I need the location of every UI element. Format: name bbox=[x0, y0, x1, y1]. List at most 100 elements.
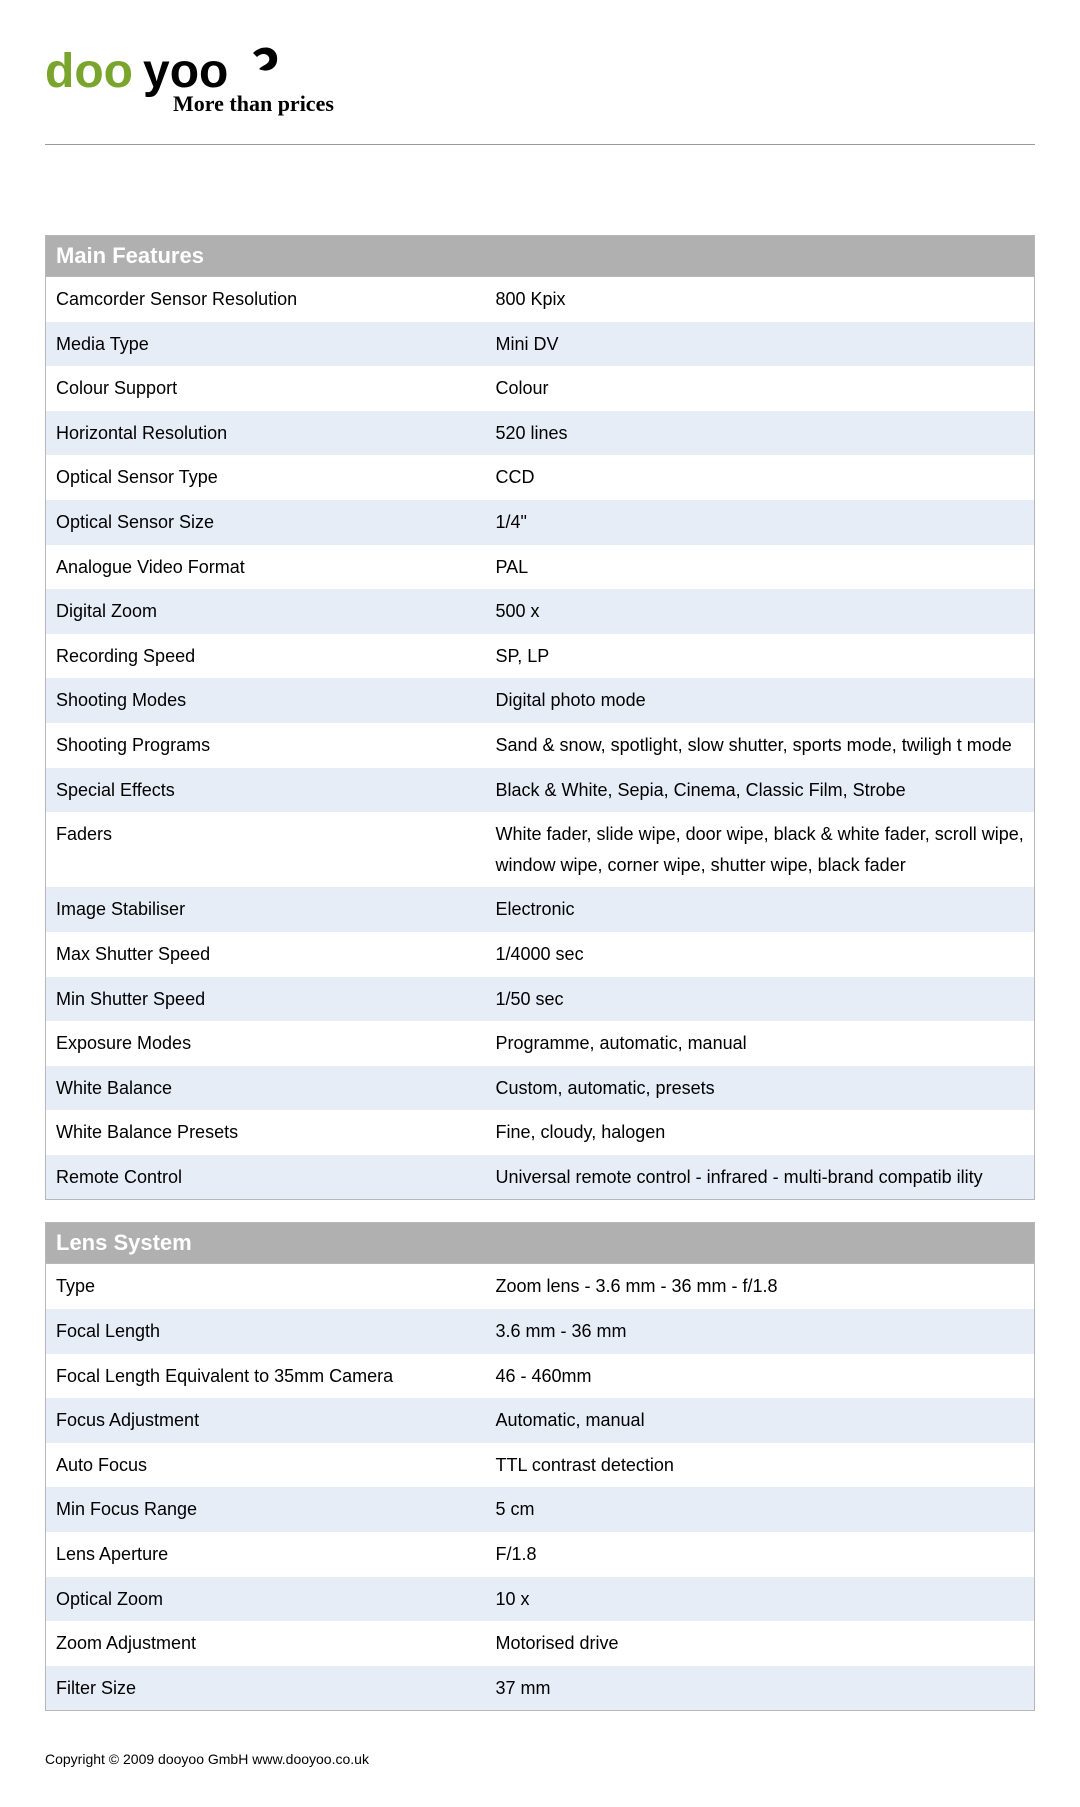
header: doo yoo More than prices bbox=[45, 35, 1035, 145]
spec-label: Filter Size bbox=[46, 1666, 486, 1711]
table-row: Focal Length Equivalent to 35mm Camera46… bbox=[46, 1354, 1035, 1399]
table-row: Recording SpeedSP, LP bbox=[46, 634, 1035, 679]
spec-label: Zoom Adjustment bbox=[46, 1621, 486, 1666]
spec-value: 37 mm bbox=[486, 1666, 1035, 1711]
spec-label: Faders bbox=[46, 812, 486, 887]
spec-label: Min Shutter Speed bbox=[46, 977, 486, 1022]
table-row: Digital Zoom500 x bbox=[46, 589, 1035, 634]
spec-value: 3.6 mm - 36 mm bbox=[486, 1309, 1035, 1354]
table-row: Min Shutter Speed1/50 sec bbox=[46, 977, 1035, 1022]
spec-label: Max Shutter Speed bbox=[46, 932, 486, 977]
spec-label: Digital Zoom bbox=[46, 589, 486, 634]
spec-label: Optical Sensor Type bbox=[46, 455, 486, 500]
section-header: Lens System bbox=[46, 1223, 1035, 1264]
table-row: Filter Size37 mm bbox=[46, 1666, 1035, 1711]
spec-value: 500 x bbox=[486, 589, 1035, 634]
spec-value: Colour bbox=[486, 366, 1035, 411]
table-row: Shooting ProgramsSand & snow, spotlight,… bbox=[46, 723, 1035, 768]
footer-url: www.dooyoo.co.uk bbox=[252, 1751, 369, 1767]
svg-text:doo: doo bbox=[45, 45, 133, 98]
spec-value: PAL bbox=[486, 545, 1035, 590]
table-row: White Balance PresetsFine, cloudy, halog… bbox=[46, 1110, 1035, 1155]
table-row: Shooting ModesDigital photo mode bbox=[46, 678, 1035, 723]
spec-value: Electronic bbox=[486, 887, 1035, 932]
footer: Copyright © 2009 dooyoo GmbH www.dooyoo.… bbox=[45, 1751, 1035, 1767]
spec-label: Exposure Modes bbox=[46, 1021, 486, 1066]
spec-value: Motorised drive bbox=[486, 1621, 1035, 1666]
spec-value: F/1.8 bbox=[486, 1532, 1035, 1577]
table-row: Optical Zoom10 x bbox=[46, 1577, 1035, 1622]
table-row: Media TypeMini DV bbox=[46, 322, 1035, 367]
svg-text:More than prices: More than prices bbox=[173, 91, 334, 116]
spec-value: 10 x bbox=[486, 1577, 1035, 1622]
spec-value: 1/50 sec bbox=[486, 977, 1035, 1022]
table-row: Image StabiliserElectronic bbox=[46, 887, 1035, 932]
table-row: Horizontal Resolution520 lines bbox=[46, 411, 1035, 456]
table-row: Min Focus Range5 cm bbox=[46, 1487, 1035, 1532]
spec-value: Universal remote control - infrared - mu… bbox=[486, 1155, 1035, 1200]
spec-label: White Balance bbox=[46, 1066, 486, 1111]
spec-value: 800 Kpix bbox=[486, 277, 1035, 322]
spec-value: 520 lines bbox=[486, 411, 1035, 456]
spec-label: Min Focus Range bbox=[46, 1487, 486, 1532]
table-row: Zoom AdjustmentMotorised drive bbox=[46, 1621, 1035, 1666]
table-row: Auto FocusTTL contrast detection bbox=[46, 1443, 1035, 1488]
spec-label: Auto Focus bbox=[46, 1443, 486, 1488]
spec-label: Recording Speed bbox=[46, 634, 486, 679]
spec-value: CCD bbox=[486, 455, 1035, 500]
spec-label: Remote Control bbox=[46, 1155, 486, 1200]
spec-label: Image Stabiliser bbox=[46, 887, 486, 932]
table-row: Exposure ModesProgramme, automatic, manu… bbox=[46, 1021, 1035, 1066]
table-row: Optical Sensor TypeCCD bbox=[46, 455, 1035, 500]
spec-value: Zoom lens - 3.6 mm - 36 mm - f/1.8 bbox=[486, 1264, 1035, 1309]
copyright-text: Copyright © 2009 dooyoo GmbH bbox=[45, 1751, 248, 1767]
spec-value: SP, LP bbox=[486, 634, 1035, 679]
section-header: Main Features bbox=[46, 236, 1035, 277]
spec-label: Analogue Video Format bbox=[46, 545, 486, 590]
table-row: Camcorder Sensor Resolution800 Kpix bbox=[46, 277, 1035, 322]
table-row: Analogue Video FormatPAL bbox=[46, 545, 1035, 590]
spec-value: Programme, automatic, manual bbox=[486, 1021, 1035, 1066]
table-row: Max Shutter Speed1/4000 sec bbox=[46, 932, 1035, 977]
spec-value: Mini DV bbox=[486, 322, 1035, 367]
brand-logo: doo yoo More than prices bbox=[45, 35, 345, 130]
spec-value: 46 - 460mm bbox=[486, 1354, 1035, 1399]
spec-value: 1/4" bbox=[486, 500, 1035, 545]
spec-label: Horizontal Resolution bbox=[46, 411, 486, 456]
spec-table: Main FeaturesCamcorder Sensor Resolution… bbox=[45, 235, 1035, 1200]
spec-label: Optical Sensor Size bbox=[46, 500, 486, 545]
spec-value: Fine, cloudy, halogen bbox=[486, 1110, 1035, 1155]
table-row: Focal Length3.6 mm - 36 mm bbox=[46, 1309, 1035, 1354]
table-row: Lens ApertureF/1.8 bbox=[46, 1532, 1035, 1577]
spec-label: Focal Length Equivalent to 35mm Camera bbox=[46, 1354, 486, 1399]
spec-value: Custom, automatic, presets bbox=[486, 1066, 1035, 1111]
table-row: TypeZoom lens - 3.6 mm - 36 mm - f/1.8 bbox=[46, 1264, 1035, 1309]
spec-value: White fader, slide wipe, door wipe, blac… bbox=[486, 812, 1035, 887]
spec-label: Special Effects bbox=[46, 768, 486, 813]
spec-label: Shooting Modes bbox=[46, 678, 486, 723]
spec-label: Lens Aperture bbox=[46, 1532, 486, 1577]
spec-label: Focus Adjustment bbox=[46, 1398, 486, 1443]
spec-tables-container: Main FeaturesCamcorder Sensor Resolution… bbox=[45, 235, 1035, 1711]
spec-label: Camcorder Sensor Resolution bbox=[46, 277, 486, 322]
spec-value: 5 cm bbox=[486, 1487, 1035, 1532]
spec-label: Media Type bbox=[46, 322, 486, 367]
table-row: Remote ControlUniversal remote control -… bbox=[46, 1155, 1035, 1200]
table-row: White BalanceCustom, automatic, presets bbox=[46, 1066, 1035, 1111]
spec-value: Sand & snow, spotlight, slow shutter, sp… bbox=[486, 723, 1035, 768]
spec-label: Optical Zoom bbox=[46, 1577, 486, 1622]
spec-value: Automatic, manual bbox=[486, 1398, 1035, 1443]
table-row: Special EffectsBlack & White, Sepia, Cin… bbox=[46, 768, 1035, 813]
spec-value: 1/4000 sec bbox=[486, 932, 1035, 977]
spec-label: White Balance Presets bbox=[46, 1110, 486, 1155]
spec-label: Shooting Programs bbox=[46, 723, 486, 768]
spec-label: Colour Support bbox=[46, 366, 486, 411]
table-row: Optical Sensor Size1/4" bbox=[46, 500, 1035, 545]
spec-table: Lens SystemTypeZoom lens - 3.6 mm - 36 m… bbox=[45, 1222, 1035, 1711]
table-row: Focus AdjustmentAutomatic, manual bbox=[46, 1398, 1035, 1443]
spec-value: Black & White, Sepia, Cinema, Classic Fi… bbox=[486, 768, 1035, 813]
table-row: FadersWhite fader, slide wipe, door wipe… bbox=[46, 812, 1035, 887]
spec-value: Digital photo mode bbox=[486, 678, 1035, 723]
spec-label: Focal Length bbox=[46, 1309, 486, 1354]
table-row: Colour SupportColour bbox=[46, 366, 1035, 411]
